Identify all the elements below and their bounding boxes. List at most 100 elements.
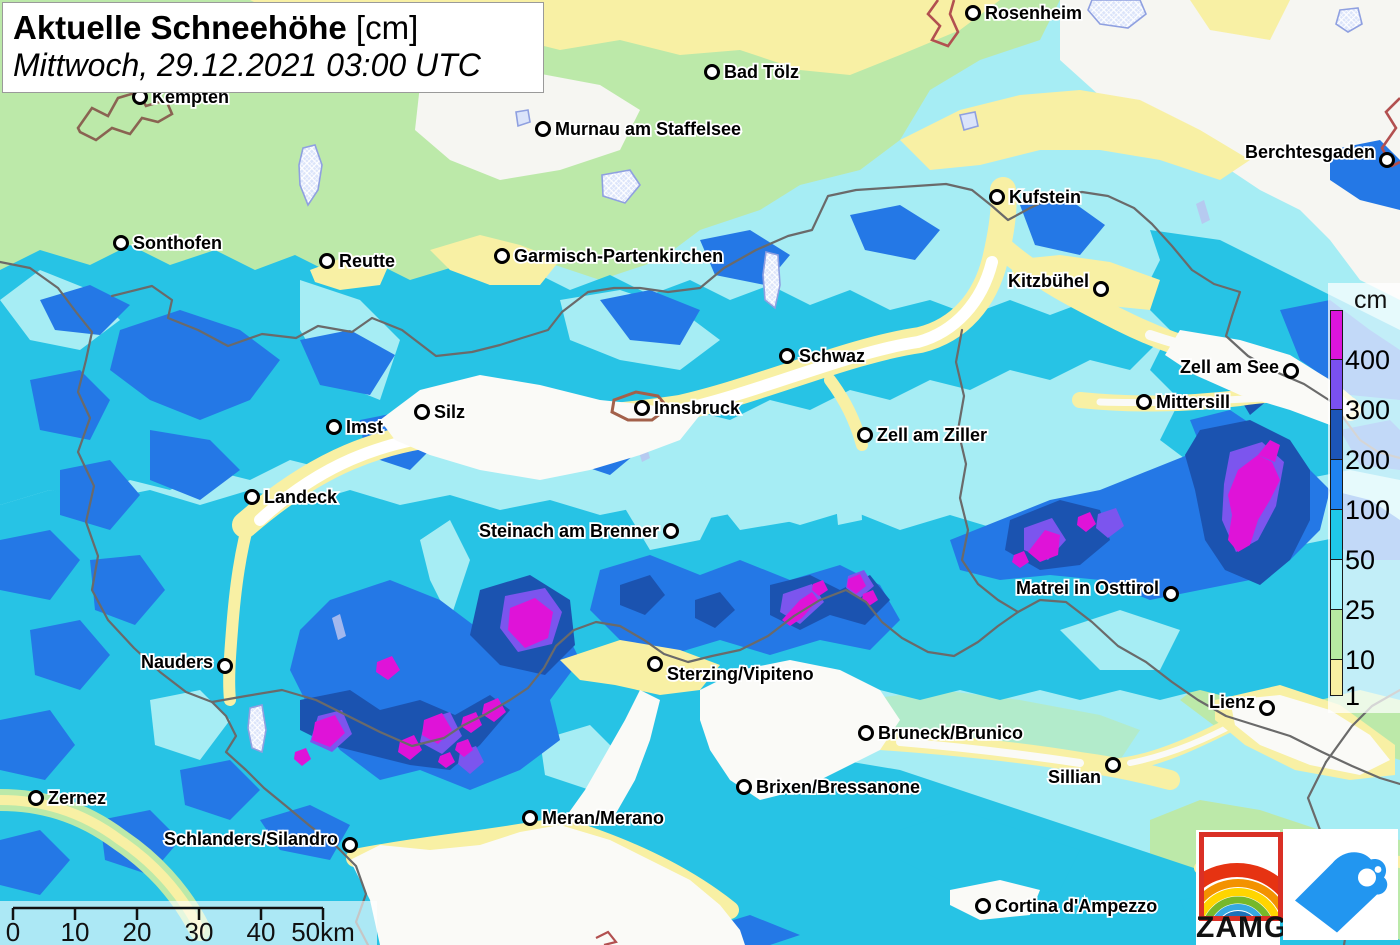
map-title: Aktuelle Schneehöhe [cm] [13,9,419,46]
city-marker [975,898,991,914]
city-label: Murnau am Staffelsee [555,119,741,139]
city-marker [1105,757,1121,773]
city-label: Meran/Merano [542,808,664,828]
zamg-wordmark: ZAMG [1196,911,1289,944]
city-marker [1379,152,1395,168]
city-lienz: Lienz [1207,690,1275,716]
city-zell-am-ziller: Zell am Ziller [857,423,989,447]
scale-label: 0 [6,917,20,945]
city-marker [1259,700,1275,716]
city-label: Sterzing/Vipiteno [667,664,814,684]
city-marker [736,779,752,795]
city-meran-merano: Meran/Merano [522,806,666,830]
city-nauders: Nauders [139,650,233,674]
city-label: Lienz [1209,692,1255,712]
city-marker [244,489,260,505]
title-unit: [cm] [346,9,419,46]
city-kitzb-hel: Kitzbühel [1006,269,1109,297]
city-murnau-am-staffelsee: Murnau am Staffelsee [535,117,743,141]
city-label: Brixen/Bressanone [756,777,920,797]
city-marker [1136,394,1152,410]
city-marker [535,121,551,137]
city-label: Schwaz [799,346,865,366]
city-marker [704,64,720,80]
city-marker [647,656,663,672]
scale-label: 30 [185,917,214,945]
map-datetime: Mittwoch, 29.12.2021 03:00 UTC [13,46,481,83]
scale-label: 10 [61,917,90,945]
city-silz: Silz [414,400,467,424]
city-marker [634,400,650,416]
city-sterzing-vipiteno: Sterzing/Vipiteno [647,656,815,686]
legend-label-50: 50 [1345,545,1376,575]
city-marker [965,5,981,21]
city-berchtesgaden: Berchtesgaden [1243,140,1395,168]
scale-label: 50km [291,917,355,945]
snowgrid-logo [1283,829,1398,940]
city-marker [342,837,358,853]
city-schwaz: Schwaz [779,344,867,368]
title-box: Aktuelle Schneehöhe [cm] Mittwoch, 29.12… [2,2,544,93]
city-innsbruck: Innsbruck [634,396,743,420]
city-sonthofen: Sonthofen [113,231,224,255]
legend-swatch-10 [1330,610,1343,660]
city-cortina-d-ampezzo: Cortina d'Ampezzo [975,894,1159,918]
snow-depth-legend: cm 400 300 200 100 50 25 10 1 [1328,283,1400,713]
city-label: Steinach am Brenner [479,521,659,541]
city-marker [989,189,1005,205]
city-marker [326,419,342,435]
legend-label-200: 200 [1345,445,1391,475]
city-label: Nauders [141,652,213,672]
city-bad-t-lz: Bad Tölz [704,60,801,84]
legend-label-25: 25 [1345,595,1376,625]
city-label: Zell am See [1180,357,1279,377]
city-label: Silz [434,402,465,422]
zamg-rainbow-icon [1199,832,1283,921]
city-mittersill: Mittersill [1136,390,1232,414]
city-marker [1093,281,1109,297]
city-label: Innsbruck [654,398,741,418]
city-label: Cortina d'Ampezzo [995,896,1157,916]
city-label: Bad Tölz [724,62,799,82]
city-label: Rosenheim [985,3,1082,23]
legend-swatch-400 [1330,310,1343,360]
city-marker [319,253,335,269]
legend-swatch-1 [1330,660,1343,696]
city-marker [217,658,233,674]
city-marker [522,810,538,826]
legend-label-100: 100 [1345,495,1391,525]
city-zernez: Zernez [28,786,108,810]
legend-swatch-200 [1330,410,1343,460]
city-label: Zernez [48,788,106,808]
scale-label: 40 [247,917,276,945]
city-marker [857,427,873,443]
city-label: Schlanders/Silandro [164,829,338,849]
city-garmisch-partenkirchen: Garmisch-Partenkirchen [494,244,725,268]
legend-swatch-300 [1330,360,1343,410]
zamg-logo: ZAMG [1196,830,1289,945]
legend-unit-label: cm [1354,286,1388,314]
legend-swatch-100 [1330,460,1343,510]
map-scale-bar: 0 10 20 30 40 50km [0,901,377,945]
city-label: Matrei in Osttirol [1016,578,1159,598]
city-marker [28,790,44,806]
legend-label-10: 10 [1345,645,1376,675]
city-label: Sonthofen [133,233,222,253]
city-marker [414,404,430,420]
city-brixen-bressanone: Brixen/Bressanone [736,775,922,799]
city-label: Sillian [1048,767,1101,787]
city-marker [1163,586,1179,602]
city-marker [1283,363,1299,379]
scale-label: 20 [123,917,152,945]
city-label: Imst [346,417,383,437]
city-landeck: Landeck [244,485,340,509]
legend-swatch-25 [1330,560,1343,610]
city-label: Landeck [264,487,338,507]
legend-label-300: 300 [1345,395,1391,425]
city-kufstein: Kufstein [989,185,1083,209]
city-sillian: Sillian [1046,757,1121,789]
city-marker [779,348,795,364]
